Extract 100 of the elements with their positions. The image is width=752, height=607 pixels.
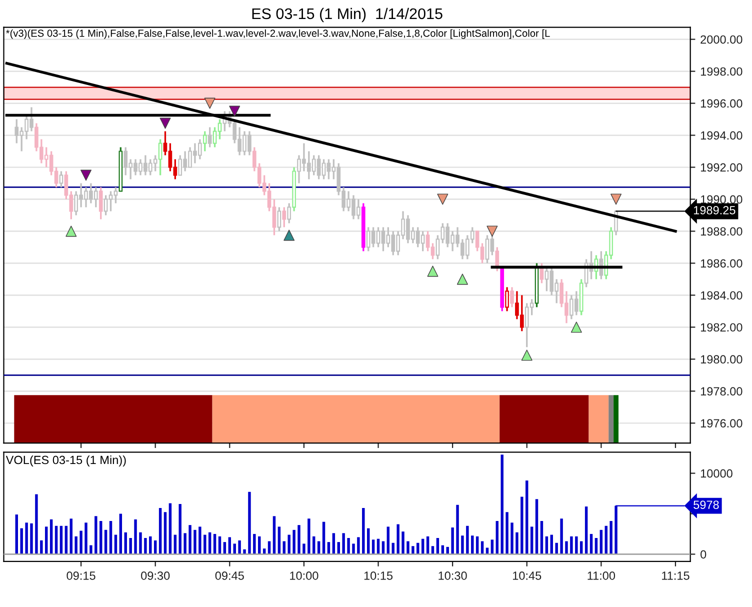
x-tick-label: 10:15: [364, 572, 393, 580]
bar: [555, 542, 558, 554]
annotation: *(v3)(ES 03-15 (1 Min),False,False,False,level-1.wav,level-2.wav,level-3.wav,None,False,1,8,Color [LightSalmon],Color [L: [6, 29, 550, 39]
bar: [396, 524, 400, 554]
bar: [535, 499, 538, 554]
bar: [253, 534, 256, 554]
bar: [516, 532, 518, 554]
bar: [100, 521, 102, 554]
bar: [272, 516, 276, 554]
bar: [584, 506, 588, 554]
bar: [466, 526, 469, 554]
point: [570, 322, 582, 333]
bar: [30, 523, 33, 554]
bar: [70, 518, 72, 554]
y-tick-label: 1986.00: [700, 259, 742, 268]
bar: [456, 504, 459, 554]
bar: [461, 536, 464, 554]
bar: [74, 536, 78, 554]
bar: [575, 536, 578, 554]
bar: [500, 454, 504, 554]
bar: [25, 522, 28, 554]
point: [66, 226, 77, 237]
bar: [84, 522, 88, 554]
point: [427, 266, 438, 277]
point: [437, 194, 448, 205]
bar: [158, 508, 162, 554]
bar: [15, 514, 18, 554]
bar: [20, 528, 23, 554]
y-tick-label: 1984.00: [700, 291, 742, 300]
bar: [184, 533, 186, 554]
bar: [50, 519, 53, 554]
bar: [610, 521, 612, 554]
bar: [520, 496, 524, 554]
chart-title: ES 03-15 (1 Min) 1/14/2015: [252, 8, 442, 22]
bar: [278, 526, 281, 554]
bar: [198, 526, 202, 554]
bar: [178, 504, 182, 554]
bar: [204, 534, 206, 554]
bar: [35, 494, 38, 554]
bar: [129, 538, 132, 554]
bar: [406, 541, 410, 554]
x-tick-label: 09:30: [141, 572, 170, 580]
x-tick-label: 11:00: [588, 572, 616, 580]
y-tick-label: 1992.00: [700, 163, 742, 172]
candlestick: [282, 206, 286, 228]
point: [456, 274, 468, 285]
y-tick-label: 1978.00: [700, 387, 742, 396]
bar: [347, 538, 350, 554]
x-tick-label: 10:30: [438, 572, 467, 580]
annotation: 1989.25: [694, 206, 736, 214]
bar: [168, 503, 172, 554]
bar: [134, 519, 137, 554]
bar: [233, 544, 236, 554]
y-tick-label: 1980.00: [700, 355, 742, 364]
point: [204, 98, 216, 109]
bar: [80, 530, 82, 554]
bar: [386, 526, 390, 554]
chart-title: VOL(ES 03-15 (1 Min)): [6, 455, 126, 466]
y-tick-label: 1988.00: [700, 227, 742, 236]
x-tick-label: 09:45: [215, 572, 244, 580]
bar: [144, 538, 147, 554]
candlestick: [495, 246, 500, 272]
candlestick: [505, 286, 509, 312]
bar: [362, 508, 365, 554]
x-tick-label: 11:15: [662, 572, 690, 580]
point: [610, 194, 622, 205]
bar: [90, 545, 92, 554]
bar: [506, 512, 508, 554]
point: [160, 118, 171, 129]
bar: [308, 518, 310, 554]
y-tick-label: 0: [700, 550, 706, 559]
point: [229, 106, 240, 117]
bar: [288, 534, 290, 554]
bar: [357, 537, 360, 554]
bar: [565, 541, 568, 554]
point: [284, 230, 295, 241]
bar: [510, 522, 514, 554]
bar: [402, 532, 404, 554]
bar: [94, 516, 98, 554]
bar: [302, 544, 306, 554]
point: [80, 170, 92, 181]
bar: [530, 526, 534, 554]
point: [486, 226, 498, 237]
y-tick-label: 1996.00: [700, 99, 742, 108]
bar: [194, 530, 196, 554]
bar: [243, 549, 246, 554]
y-tick-label: 1990.00: [700, 195, 742, 204]
bar: [119, 514, 122, 554]
x-tick-label: 10:00: [290, 572, 318, 580]
bar: [446, 546, 449, 554]
y-tick-label: 1998.00: [700, 67, 742, 76]
bar: [496, 521, 499, 554]
candlestick: [208, 126, 212, 148]
y-tick-label: 10000: [700, 469, 732, 478]
bar: [44, 526, 48, 554]
candlestick: [277, 206, 282, 232]
candlestick: [98, 186, 103, 220]
y-tick-label: 1982.00: [700, 323, 742, 332]
bar: [332, 533, 336, 554]
y-tick-label: 2000.00: [700, 35, 742, 44]
